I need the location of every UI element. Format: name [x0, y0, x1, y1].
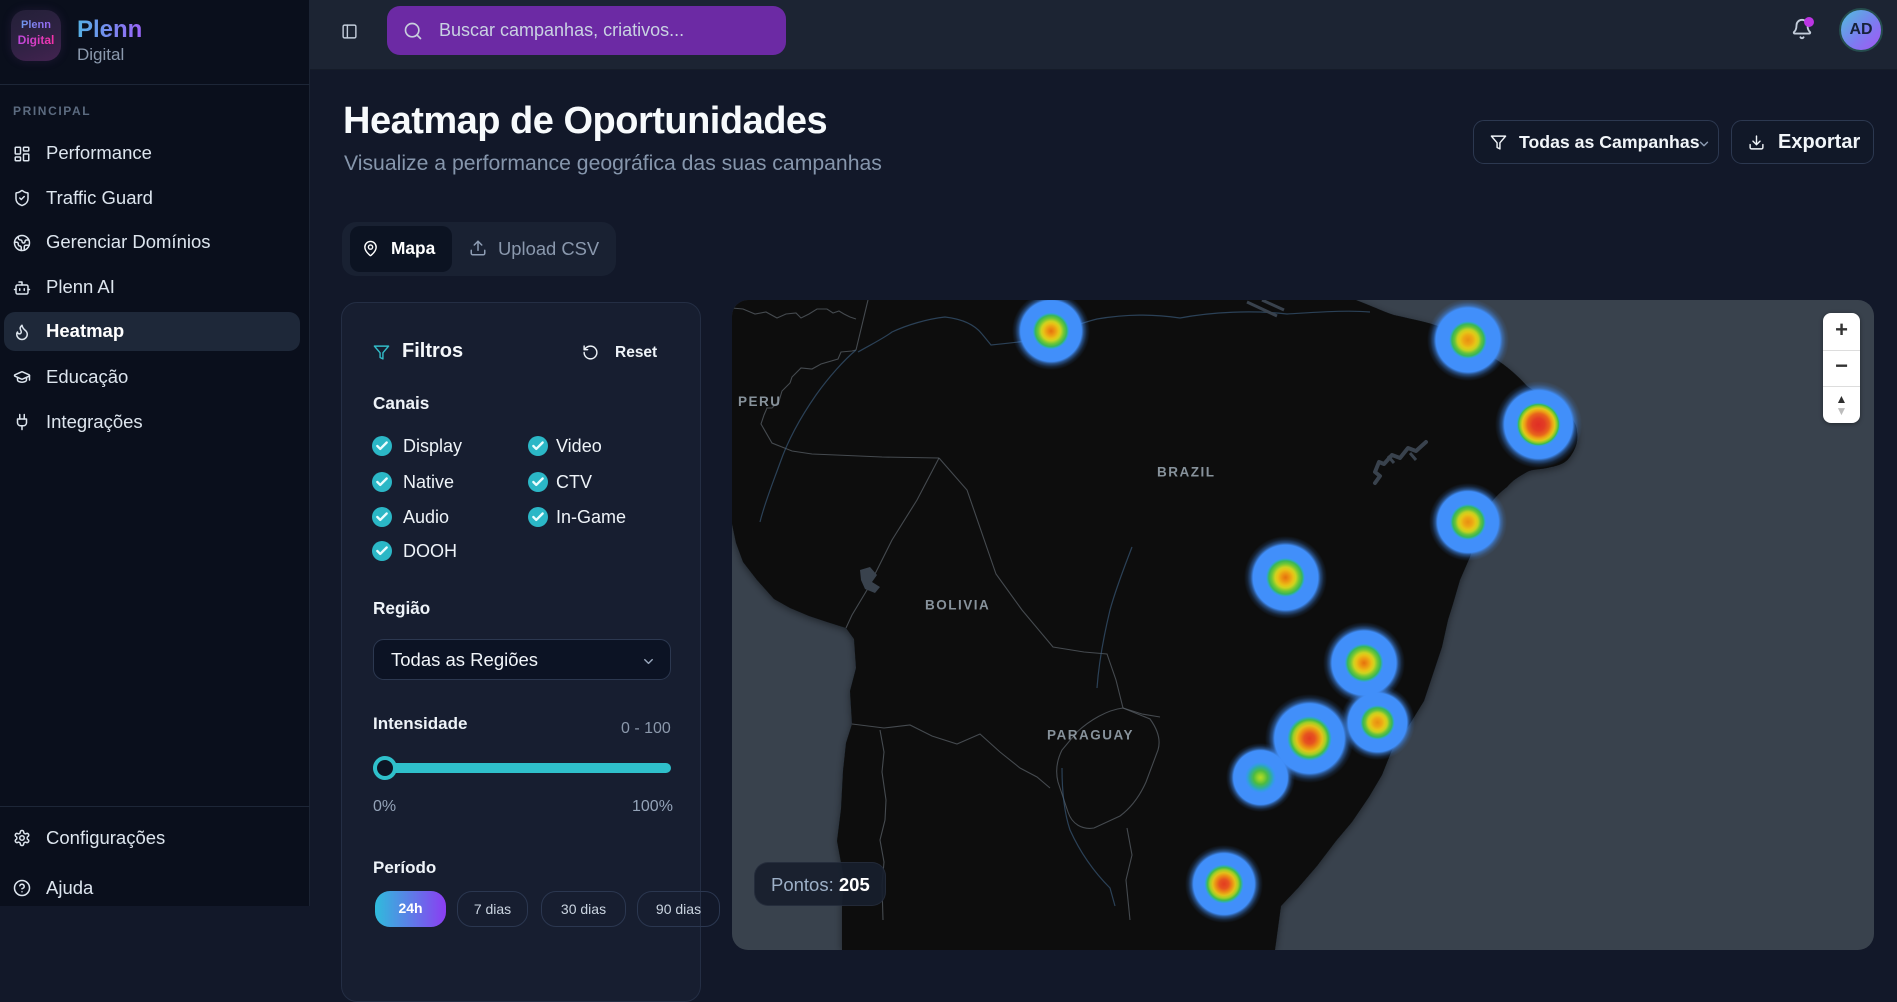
svg-text:BRAZIL: BRAZIL	[1157, 465, 1216, 480]
svg-text:PARAGUAY: PARAGUAY	[1047, 728, 1134, 743]
svg-text:PERU: PERU	[738, 394, 782, 409]
svg-text:BOLIVIA: BOLIVIA	[925, 598, 990, 613]
